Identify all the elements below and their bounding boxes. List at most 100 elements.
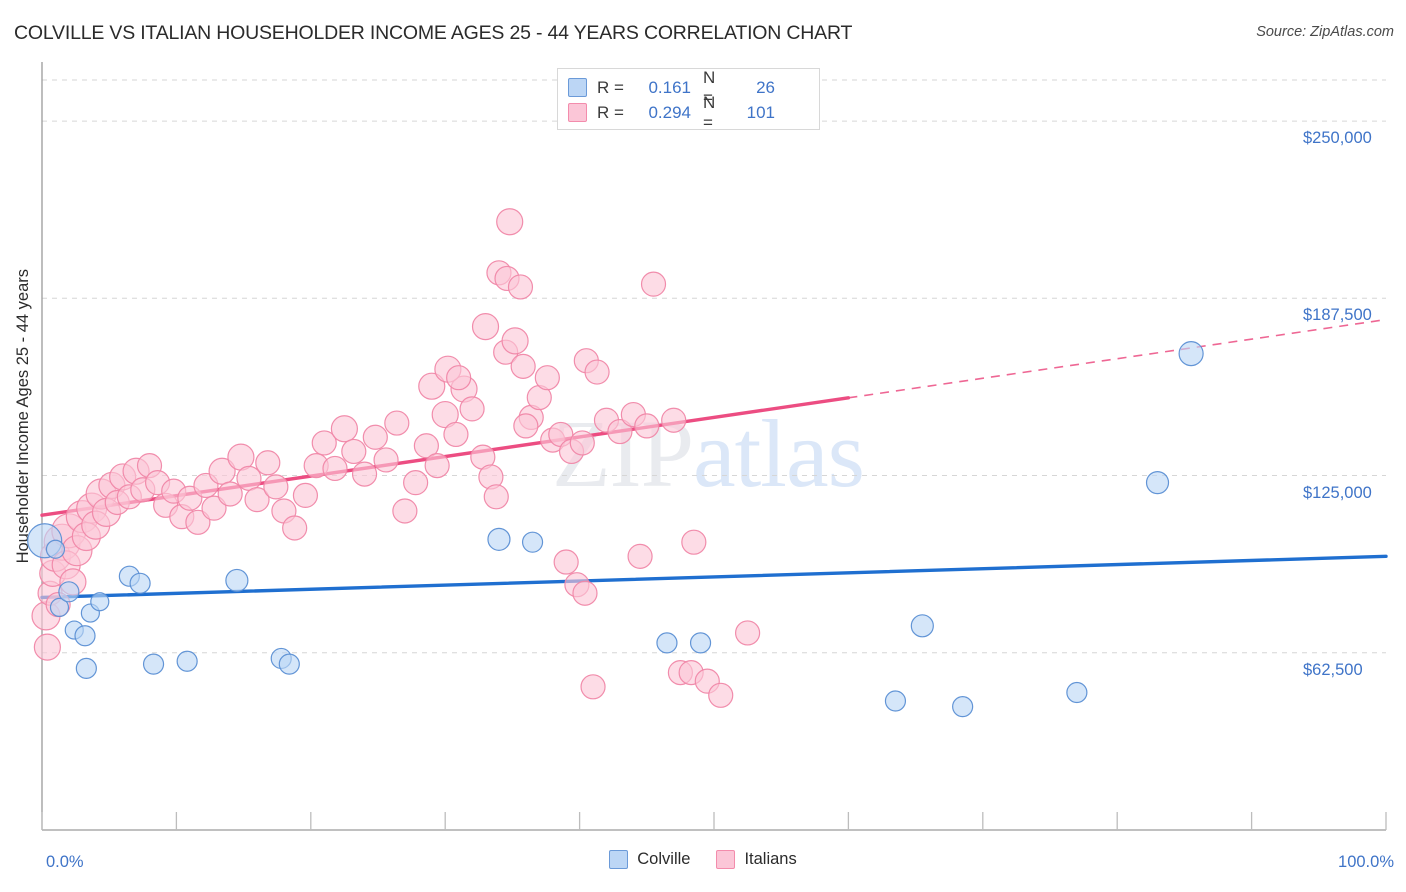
y-tick-label-3: $250,000 [1303,129,1372,148]
data-point-colville-10[interactable] [75,657,97,679]
data-point-italians-50[interactable] [384,410,410,436]
legend-swatch-colville [568,78,587,97]
data-point-italians-36[interactable] [244,487,270,513]
y-tick-label-1: $125,000 [1303,483,1372,502]
n-label-colville: N = [703,67,716,107]
r-label-colville: R = [597,77,624,97]
data-point-italians-48[interactable] [362,424,388,450]
data-point-italians-76[interactable] [640,271,667,297]
data-point-colville-7[interactable] [90,592,110,612]
data-point-italians-74[interactable] [496,208,524,236]
r-value-italians: 0.294 [648,102,691,122]
data-point-italians-92[interactable] [627,543,653,569]
data-point-italians-46[interactable] [341,438,367,465]
data-point-italians-79[interactable] [513,413,539,439]
data-point-colville-16[interactable] [487,527,511,551]
data-point-italians-33[interactable] [217,481,243,507]
data-point-italians-29[interactable] [185,509,211,535]
data-point-italians-89[interactable] [553,549,579,575]
data-point-italians-81[interactable] [584,359,610,385]
data-point-italians-58[interactable] [459,396,485,422]
data-point-italians-45[interactable] [330,415,358,443]
data-point-italians-35[interactable] [236,465,262,491]
legend-item-colville[interactable]: Colville [609,850,690,869]
y-tick-label-2: $187,500 [1303,306,1372,325]
trendline-colville [40,554,1388,600]
data-point-italians-51[interactable] [392,498,418,524]
data-point-colville-19[interactable] [689,632,712,654]
data-point-italians-84[interactable] [569,430,595,456]
legend-color-colville [609,850,629,869]
source-attribution: Source: ZipAtlas.com [1256,24,1394,40]
data-point-italians-55[interactable] [431,400,459,429]
data-point-italians-37[interactable] [255,450,281,476]
data-point-colville-15[interactable] [278,653,300,675]
trendline-dashed-italians [848,318,1387,399]
data-point-italians-67[interactable] [510,353,536,379]
data-point-italians-49[interactable] [373,447,399,473]
series-legend: Colville Italians [0,850,1406,869]
data-point-italians-70[interactable] [534,365,560,391]
page-title: COLVILLE VS ITALIAN HOUSEHOLDER INCOME A… [14,22,853,44]
data-point-italians-47[interactable] [351,461,378,487]
legend-swatch-italians [568,103,587,122]
data-point-italians-86[interactable] [607,418,633,445]
data-point-italians-88[interactable] [634,413,660,439]
data-point-colville-21[interactable] [884,690,907,712]
data-point-italians-61[interactable] [418,372,446,400]
data-point-italians-1[interactable] [33,633,61,661]
data-point-italians-66[interactable] [501,327,529,355]
data-point-italians-40[interactable] [282,515,308,541]
points-group-italians [31,100,761,708]
data-point-italians-41[interactable] [292,482,319,508]
data-point-colville-3[interactable] [58,581,80,603]
data-point-italians-94[interactable] [580,674,606,700]
data-point-colville-9[interactable] [129,572,151,594]
data-point-italians-100[interactable] [661,407,687,433]
correlation-stats-legend: R = 0.161 N = 26 R = 0.294 N = 101 [557,68,820,132]
legend-color-italians [716,850,736,869]
x-axis-max-label: 100.0% [1338,853,1394,871]
data-point-italians-98[interactable] [708,682,734,708]
data-point-italians-64[interactable] [471,313,500,341]
data-point-italians-44[interactable] [322,455,348,482]
data-point-colville-1[interactable] [45,539,66,559]
r-label-italians: R = [597,102,624,122]
points-group-colville [27,341,1204,718]
legend-label-italians: Italians [744,850,797,868]
r-value-colville: 0.161 [648,77,691,97]
y-tick-label-0: $62,500 [1303,660,1363,679]
data-point-italians-93[interactable] [681,529,707,555]
stats-row-colville: R = 0.161 N = 26 [568,68,809,107]
data-point-italians-54[interactable] [424,453,450,479]
legend-label-colville: Colville [637,850,691,868]
data-point-colville-18[interactable] [656,632,678,654]
data-point-colville-11[interactable] [142,653,165,675]
data-point-italians-91[interactable] [572,580,598,606]
data-point-colville-24[interactable] [1145,471,1170,495]
data-point-italians-56[interactable] [443,421,469,448]
data-point-italians-43[interactable] [311,430,337,456]
data-point-italians-63[interactable] [446,365,472,391]
data-point-italians-78[interactable] [483,484,509,510]
data-point-colville-2[interactable] [49,597,70,618]
n-value-italians: 101 [746,102,775,122]
data-point-colville-20[interactable] [910,614,934,638]
data-point-colville-12[interactable] [176,650,198,672]
data-point-colville-25[interactable] [1178,341,1204,367]
data-point-italians-73[interactable] [507,274,534,300]
data-point-italians-53[interactable] [413,433,439,459]
data-point-colville-22[interactable] [952,696,974,718]
data-point-colville-13[interactable] [225,568,249,593]
data-point-colville-17[interactable] [521,531,544,553]
data-point-italians-32[interactable] [208,457,236,485]
data-point-colville-5[interactable] [74,625,96,647]
data-point-italians-38[interactable] [263,474,289,500]
data-point-italians-99[interactable] [734,620,761,646]
legend-item-italians[interactable]: Italians [716,850,797,869]
data-point-colville-23[interactable] [1066,681,1088,704]
data-point-italians-31[interactable] [201,495,227,521]
data-point-italians-52[interactable] [403,470,429,496]
